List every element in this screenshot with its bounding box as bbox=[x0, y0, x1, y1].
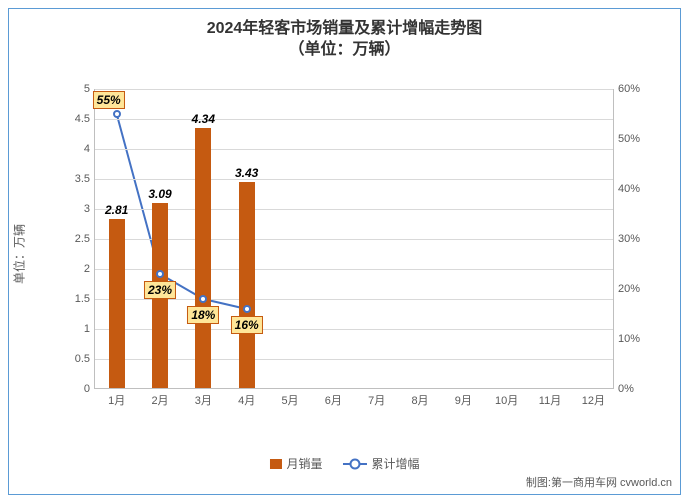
y-right-tick: 60% bbox=[618, 83, 648, 95]
chart-container: 2024年轻客市场销量及累计增幅走势图 （单位：万辆） 单位：万辆 00.511… bbox=[8, 8, 681, 495]
y-right-tick: 20% bbox=[618, 283, 648, 295]
title-line2: （单位：万辆） bbox=[288, 41, 400, 58]
x-tick: 8月 bbox=[411, 392, 428, 408]
y-left-tick: 2.5 bbox=[65, 233, 90, 245]
gridline bbox=[95, 179, 613, 180]
bar-value-label: 2.81 bbox=[105, 203, 128, 217]
y-right-tick: 10% bbox=[618, 333, 648, 345]
x-tick: 2月 bbox=[151, 392, 168, 408]
gridline bbox=[95, 149, 613, 150]
legend: 月销量 累计增幅 bbox=[269, 455, 419, 472]
title-line1: 2024年轻客市场销量及累计增幅走势图 bbox=[207, 20, 483, 37]
line-value-label: 18% bbox=[187, 306, 219, 324]
bar bbox=[195, 128, 211, 388]
plot-area: 00.511.522.533.544.550%10%20%30%40%50%60… bbox=[94, 89, 614, 389]
x-tick: 3月 bbox=[195, 392, 212, 408]
chart-title: 2024年轻客市场销量及累计增幅走势图 （单位：万辆） bbox=[9, 9, 680, 61]
line-value-label: 16% bbox=[231, 316, 263, 334]
legend-swatch-bar bbox=[269, 459, 281, 469]
bar bbox=[109, 219, 125, 388]
x-tick: 1月 bbox=[108, 392, 125, 408]
y-left-tick: 4.5 bbox=[65, 113, 90, 125]
gridline bbox=[95, 329, 613, 330]
x-tick: 9月 bbox=[455, 392, 472, 408]
legend-swatch-line bbox=[343, 463, 367, 465]
gridline bbox=[95, 299, 613, 300]
y-left-tick: 4 bbox=[65, 143, 90, 155]
gridline bbox=[95, 359, 613, 360]
gridline bbox=[95, 209, 613, 210]
y-left-tick: 1 bbox=[65, 323, 90, 335]
credit-text: 制图:第一商用车网 cvworld.cn bbox=[526, 474, 672, 490]
y-left-tick: 2 bbox=[65, 263, 90, 275]
gridline bbox=[95, 89, 613, 90]
line-marker bbox=[156, 270, 164, 278]
y-left-tick: 1.5 bbox=[65, 293, 90, 305]
line-value-label: 23% bbox=[144, 281, 176, 299]
legend-label-bar: 月销量 bbox=[286, 455, 322, 472]
line-marker bbox=[243, 305, 251, 313]
x-tick: 5月 bbox=[281, 392, 298, 408]
legend-item-line: 累计增幅 bbox=[343, 455, 420, 472]
x-tick: 7月 bbox=[368, 392, 385, 408]
legend-item-bar: 月销量 bbox=[269, 455, 322, 472]
y-right-tick: 50% bbox=[618, 133, 648, 145]
line-value-label: 55% bbox=[93, 91, 125, 109]
x-tick: 11月 bbox=[539, 392, 561, 408]
gridline bbox=[95, 239, 613, 240]
y-left-tick: 0.5 bbox=[65, 353, 90, 365]
y-left-tick: 3 bbox=[65, 203, 90, 215]
y-left-tick: 5 bbox=[65, 83, 90, 95]
x-tick: 6月 bbox=[325, 392, 342, 408]
y-right-tick: 0% bbox=[618, 383, 648, 395]
x-tick: 10月 bbox=[495, 392, 518, 408]
bar-value-label: 3.43 bbox=[235, 166, 258, 180]
bar-value-label: 4.34 bbox=[192, 112, 215, 126]
legend-label-line: 累计增幅 bbox=[372, 455, 420, 472]
y-left-axis-label: 单位：万辆 bbox=[11, 224, 28, 284]
line-marker bbox=[113, 110, 121, 118]
gridline bbox=[95, 269, 613, 270]
x-tick: 12月 bbox=[582, 392, 605, 408]
gridline bbox=[95, 119, 613, 120]
y-left-tick: 3.5 bbox=[65, 173, 90, 185]
y-right-tick: 40% bbox=[618, 183, 648, 195]
bar-value-label: 3.09 bbox=[148, 187, 171, 201]
line-marker bbox=[199, 295, 207, 303]
y-left-tick: 0 bbox=[65, 383, 90, 395]
y-right-tick: 30% bbox=[618, 233, 648, 245]
x-tick: 4月 bbox=[238, 392, 255, 408]
chart-area: 单位：万辆 00.511.522.533.544.550%10%20%30%40… bbox=[64, 89, 644, 419]
bar bbox=[239, 182, 255, 388]
